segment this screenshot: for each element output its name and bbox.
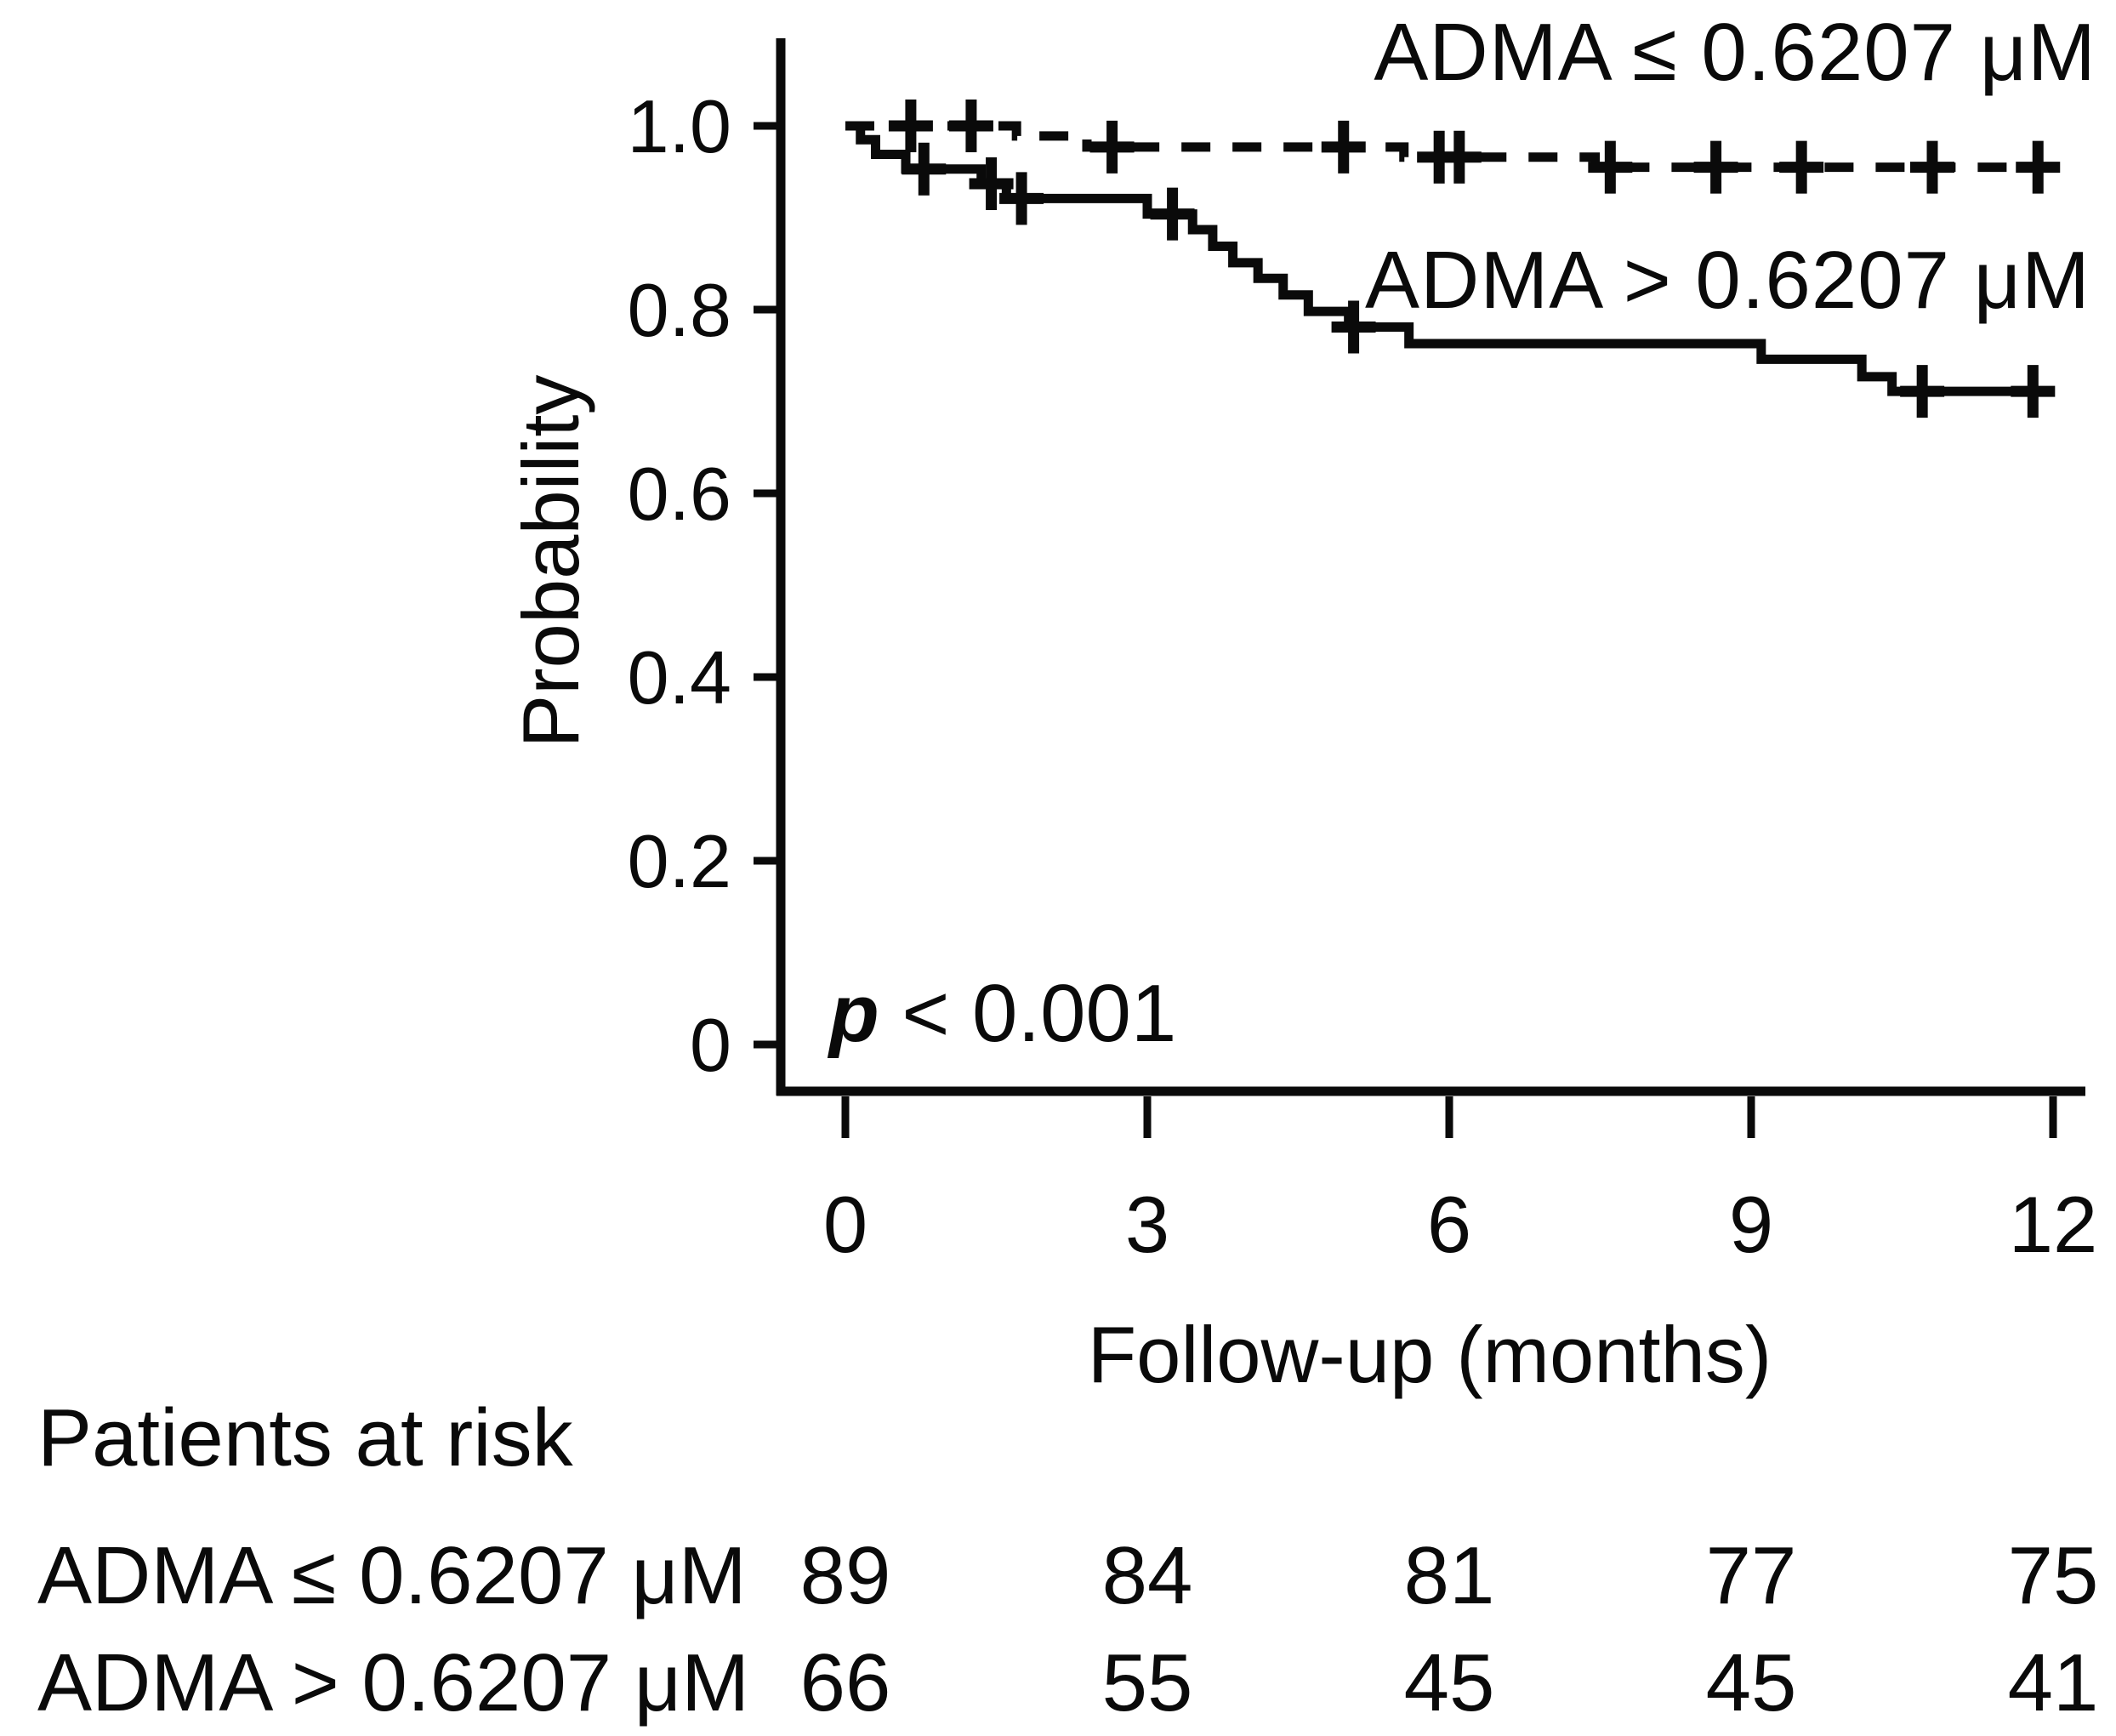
risk-table-row-adma-low: ADMA ≤ 0.6207 μM 89 84 81 77 75 xyxy=(0,1534,2116,1618)
x-tick-label: 6 xyxy=(1427,1180,1471,1269)
y-tick-label: 0.4 xyxy=(628,635,731,720)
risk-count: 84 xyxy=(1101,1530,1193,1621)
risk-count: 77 xyxy=(1705,1530,1797,1621)
x-axis-title: Follow-up (months) xyxy=(1087,1310,1772,1399)
y-tick-label: 0.6 xyxy=(628,452,731,536)
risk-count: 66 xyxy=(799,1637,891,1728)
x-tick-label: 3 xyxy=(1125,1180,1169,1269)
y-tick-label: 0.2 xyxy=(628,819,731,903)
risk-count: 81 xyxy=(1403,1530,1495,1621)
risk-count: 55 xyxy=(1101,1637,1193,1728)
risk-table-title: Patients at risk xyxy=(37,1392,573,1483)
p-value-symbol: p xyxy=(829,968,879,1059)
x-tick-label: 9 xyxy=(1729,1180,1773,1269)
y-tick-label: 1.0 xyxy=(628,84,731,168)
risk-count: 45 xyxy=(1403,1637,1495,1728)
y-tick-label: 0.8 xyxy=(628,268,731,352)
x-tick-label: 0 xyxy=(823,1180,867,1269)
y-axis-title: Probability xyxy=(506,374,595,748)
km-plot-svg: 1.0 0.8 0.6 0.4 0.2 0 0 3 6 9 12 xyxy=(628,38,2098,1269)
legend-label-adma-high: ADMA > 0.6207 μM xyxy=(1364,235,2090,326)
p-value-text: < 0.001 xyxy=(879,968,1177,1059)
p-value-annotation: p < 0.001 xyxy=(829,973,1176,1055)
x-tick-label: 12 xyxy=(2009,1180,2098,1269)
risk-count: 45 xyxy=(1705,1637,1797,1728)
risk-table-row-adma-high: ADMA > 0.6207 μM 66 55 45 45 41 xyxy=(0,1642,2116,1725)
risk-row-label: ADMA > 0.6207 μM xyxy=(37,1637,750,1728)
risk-count: 41 xyxy=(2007,1637,2099,1728)
risk-count: 89 xyxy=(799,1530,891,1621)
risk-table-title-row: Patients at risk xyxy=(0,1397,2116,1480)
risk-row-label: ADMA ≤ 0.6207 μM xyxy=(37,1530,747,1621)
y-tick-label: 0 xyxy=(690,1003,731,1087)
legend-label-adma-low: ADMA ≤ 0.6207 μM xyxy=(1374,7,2096,98)
risk-count: 75 xyxy=(2007,1530,2099,1621)
